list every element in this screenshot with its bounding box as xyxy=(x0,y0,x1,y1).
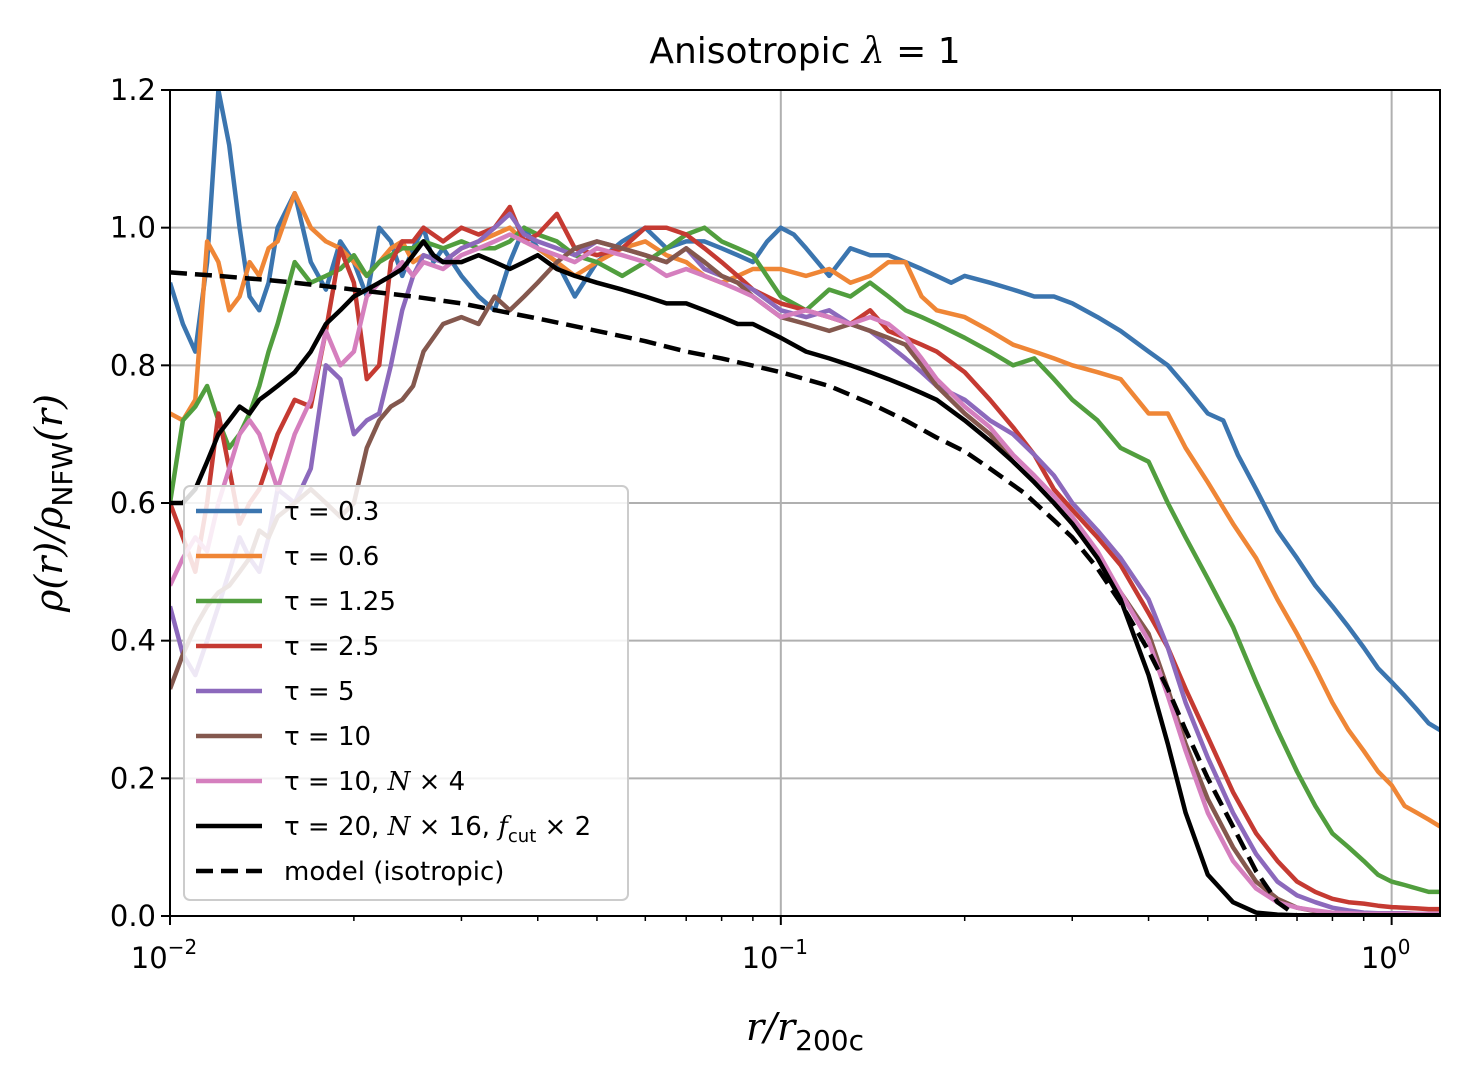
y-axis-label: ρ(r)/ρNFW(r) xyxy=(27,394,79,613)
legend-label-2: τ = 1.25 xyxy=(284,587,396,617)
x-tick-label: 100 xyxy=(1361,935,1411,975)
y-tick-label: 0.0 xyxy=(110,899,156,933)
legend: τ = 0.3 τ = 0.6 τ = 1.25 τ = 2.5 τ = 5 τ = 10… xyxy=(183,485,629,901)
legend-label-5: τ = 10 xyxy=(284,722,371,752)
series-group xyxy=(170,90,1440,916)
x-axis-ticks: 10−2 10−1 100 xyxy=(131,916,1411,975)
y-tick-label: 0.2 xyxy=(110,761,156,795)
series-line-0 xyxy=(170,90,1440,733)
y-tick-label: 0.4 xyxy=(110,624,156,658)
legend-label-6: τ = 10, N × 4 xyxy=(284,767,465,797)
legend-label-3: τ = 2.5 xyxy=(284,632,379,662)
x-tick-label: 10−1 xyxy=(742,935,808,975)
chart-title: Anisotropic λ = 1 xyxy=(649,31,960,72)
legend-label-4: τ = 5 xyxy=(284,677,355,707)
y-tick-label: 0.6 xyxy=(110,486,156,520)
legend-box xyxy=(183,485,629,901)
legend-label-1: τ = 0.6 xyxy=(284,542,379,572)
plot-area xyxy=(170,90,1440,916)
series-line-2 xyxy=(170,225,1440,895)
y-tick-label: 1.2 xyxy=(110,73,156,107)
series-line-7 xyxy=(170,239,1440,916)
x-tick-label: 10−2 xyxy=(131,935,197,975)
series-line-8 xyxy=(170,270,1299,916)
legend-entries: τ = 0.3 τ = 0.6 τ = 1.25 τ = 2.5 τ = 5 τ = 10… xyxy=(196,497,591,887)
legend-label-8: model (isotropic) xyxy=(284,857,504,887)
legend-label-7: τ = 20, N × 16, fcut × 2 xyxy=(284,812,591,847)
y-tick-label: 1.0 xyxy=(110,211,156,245)
y-tick-label: 0.8 xyxy=(110,348,156,382)
series-line-6 xyxy=(170,232,1440,916)
y-axis-ticks: 0.0 0.2 0.4 0.6 0.8 1.0 1.2 xyxy=(110,73,170,933)
legend-label-0: τ = 0.3 xyxy=(284,497,379,527)
x-axis-label: r/r200c xyxy=(746,1005,864,1057)
